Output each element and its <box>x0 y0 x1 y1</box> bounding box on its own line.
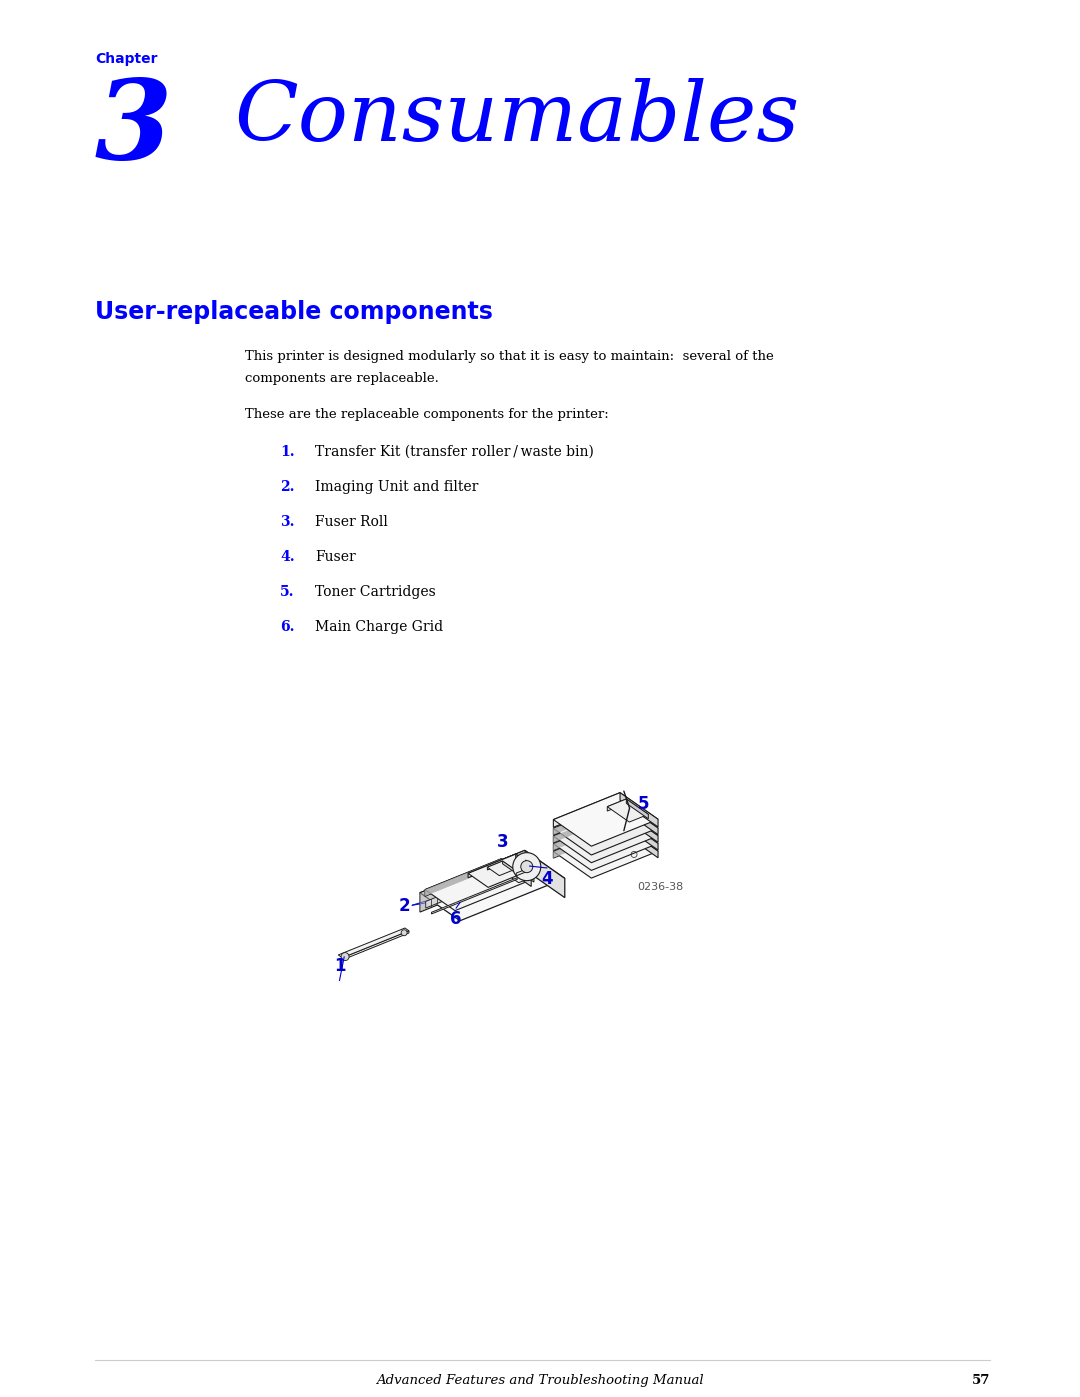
Polygon shape <box>420 851 565 921</box>
Text: 6.: 6. <box>280 620 295 634</box>
Text: Imaging Unit and filter: Imaging Unit and filter <box>315 481 478 495</box>
Text: 1.: 1. <box>280 446 295 460</box>
Polygon shape <box>620 802 658 834</box>
Text: 3.: 3. <box>280 515 295 529</box>
Text: components are replaceable.: components are replaceable. <box>245 372 438 386</box>
Text: 5: 5 <box>637 795 649 813</box>
Polygon shape <box>494 859 509 870</box>
Polygon shape <box>553 792 658 847</box>
Polygon shape <box>553 802 658 855</box>
Polygon shape <box>487 861 514 876</box>
Text: This printer is designed modularly so that it is easy to maintain:  several of t: This printer is designed modularly so th… <box>245 351 773 363</box>
Text: 4: 4 <box>541 870 553 888</box>
Text: 4.: 4. <box>280 550 295 564</box>
Polygon shape <box>338 928 409 958</box>
Text: Consumables: Consumables <box>235 78 800 158</box>
Polygon shape <box>426 887 460 908</box>
Circle shape <box>341 953 349 961</box>
Text: Toner Cartridges: Toner Cartridges <box>315 585 435 599</box>
Text: 3: 3 <box>95 75 173 183</box>
Polygon shape <box>426 859 531 911</box>
Polygon shape <box>468 854 516 877</box>
Polygon shape <box>553 792 620 827</box>
Polygon shape <box>620 824 658 858</box>
Text: Chapter: Chapter <box>95 52 158 66</box>
Polygon shape <box>420 851 525 912</box>
Text: 6: 6 <box>450 909 462 928</box>
Polygon shape <box>516 854 536 873</box>
Polygon shape <box>426 859 501 897</box>
Polygon shape <box>468 854 536 887</box>
Circle shape <box>401 930 407 936</box>
Polygon shape <box>620 817 658 849</box>
Polygon shape <box>553 824 620 858</box>
Text: 1: 1 <box>334 957 346 975</box>
Circle shape <box>513 852 541 880</box>
Polygon shape <box>525 851 565 898</box>
Text: 2.: 2. <box>280 481 295 495</box>
Polygon shape <box>487 861 502 870</box>
Text: Transfer Kit (transfer roller / waste bin): Transfer Kit (transfer roller / waste bi… <box>315 446 594 460</box>
Polygon shape <box>620 792 658 827</box>
Polygon shape <box>501 859 531 887</box>
Text: 2: 2 <box>399 897 410 915</box>
Text: 0236-38: 0236-38 <box>637 882 684 893</box>
Polygon shape <box>553 809 620 842</box>
Polygon shape <box>553 817 658 870</box>
Polygon shape <box>468 880 487 891</box>
Polygon shape <box>553 809 658 863</box>
Polygon shape <box>509 859 534 882</box>
Text: 3: 3 <box>497 834 509 851</box>
Polygon shape <box>553 817 620 851</box>
Text: Advanced Features and Troubleshooting Manual: Advanced Features and Troubleshooting Ma… <box>376 1375 704 1387</box>
Polygon shape <box>607 799 648 821</box>
Text: Main Charge Grid: Main Charge Grid <box>315 620 443 634</box>
Text: Fuser: Fuser <box>315 550 355 564</box>
Circle shape <box>521 861 532 873</box>
Polygon shape <box>553 824 658 879</box>
Polygon shape <box>620 809 658 842</box>
Text: These are the replaceable components for the printer:: These are the replaceable components for… <box>245 408 609 420</box>
Text: User-replaceable components: User-replaceable components <box>95 300 492 324</box>
Polygon shape <box>494 859 534 883</box>
Text: 57: 57 <box>972 1375 990 1387</box>
Polygon shape <box>626 799 648 819</box>
Text: 5.: 5. <box>280 585 295 599</box>
Polygon shape <box>516 868 531 876</box>
Polygon shape <box>432 877 517 914</box>
Polygon shape <box>342 930 409 960</box>
Polygon shape <box>607 799 626 812</box>
Polygon shape <box>502 861 514 872</box>
Text: Fuser Roll: Fuser Roll <box>315 515 388 529</box>
Polygon shape <box>553 802 620 835</box>
